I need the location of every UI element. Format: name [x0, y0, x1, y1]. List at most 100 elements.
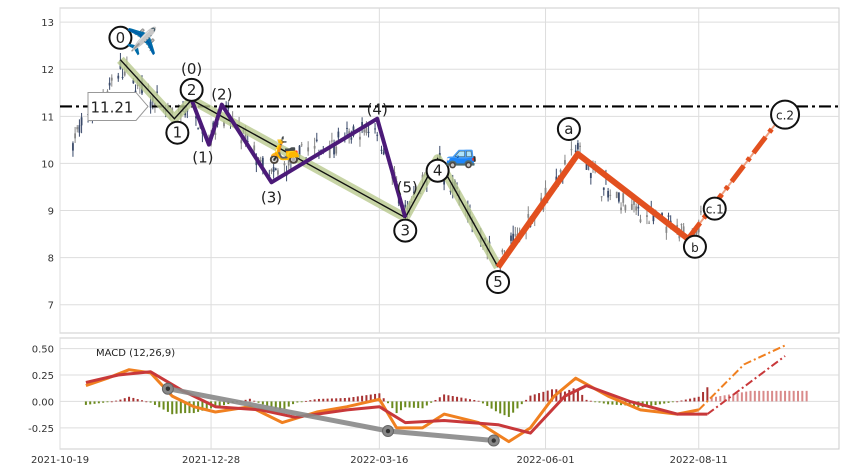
macd-hist-bar: [153, 401, 156, 405]
macd-hist-bar: [326, 398, 329, 402]
candle-body: [540, 197, 543, 203]
macd-hist-bar: [317, 398, 320, 402]
candle-body: [240, 140, 243, 144]
macd-hist-bar: [494, 401, 497, 412]
macd-hist-bar: [313, 399, 316, 402]
macd-hist-bar: [538, 393, 541, 402]
macd-hist-bar: [136, 399, 139, 402]
macd-hist-bar: [417, 401, 420, 409]
candle-body: [300, 144, 303, 146]
macd-hist-bar: [771, 390, 774, 402]
macd-y-tick-label: -0.25: [28, 424, 54, 435]
macd-hist-bar: [106, 401, 109, 403]
wave-labels: 0 1 2 3 4 5 a b c.1 c.2 (0) (1) (2) (3) (4) (5): [108, 25, 801, 295]
candle-body: [149, 101, 152, 108]
wave-label-circle: [393, 218, 418, 243]
macd-plot-frame: [59, 337, 840, 450]
macd-hist-bar: [119, 399, 122, 402]
candle-body: [298, 145, 301, 157]
macd-hist-bar: [602, 401, 605, 404]
macd-hist-bar: [620, 401, 623, 406]
wave-label-circle: [770, 99, 801, 130]
candle-body: [421, 174, 424, 179]
wave-label-text: 0: [116, 29, 126, 47]
candle-body: [615, 191, 618, 198]
candle-body: [110, 77, 113, 81]
level-flag: [87, 91, 149, 121]
macd-hist-bar: [464, 398, 467, 402]
macd-hist-bar: [257, 401, 260, 403]
candle-body: [648, 222, 651, 224]
candle-body: [359, 136, 361, 140]
x-tick-label: 2021-12-28: [182, 455, 240, 466]
macd-hist-bar: [546, 390, 549, 402]
macd-hist-bar: [581, 394, 584, 402]
macd-hist-bar: [412, 401, 415, 408]
candle-body: [72, 143, 74, 151]
macd-hist-bar: [184, 401, 187, 414]
wave-label-text: 5: [493, 273, 503, 291]
level-line-group: 11.21: [60, 91, 839, 121]
macd-hist-bar: [762, 390, 765, 402]
candle-body: [527, 214, 530, 218]
x-tick-label: 2022-08-11: [670, 455, 728, 466]
macd-hist-bar: [589, 400, 592, 402]
candle-body: [333, 145, 335, 155]
macd-hist-bar: [658, 401, 661, 405]
macd-hist-bar: [244, 399, 247, 402]
macd-hist-bar: [352, 397, 355, 402]
candle-body: [665, 226, 668, 233]
macd-hist-bar: [382, 398, 385, 402]
macd-hist-bar: [253, 400, 256, 402]
sub-wave-label-text: (3): [261, 188, 282, 206]
macd-hist-bar: [654, 401, 657, 406]
macd-hist-bar: [128, 396, 131, 402]
chart-icons: ✈️ 🛵 🚙: [126, 25, 478, 170]
macd-hist-bar: [305, 400, 307, 402]
macd-hist-bar: [162, 401, 165, 410]
macd-hist-bar: [110, 401, 113, 403]
macd-hist-bar: [451, 396, 454, 402]
candle-body: [367, 131, 370, 133]
sub-wave-line: [189, 99, 408, 219]
macd-hist-bar: [710, 397, 713, 402]
level-value-label: 11.21: [91, 98, 134, 116]
candle-body: [363, 129, 366, 133]
macd-hist-bar: [520, 401, 523, 405]
macd-hist-bar: [594, 401, 597, 403]
macd-hist-bar: [486, 401, 489, 407]
macd-lines: [85, 344, 786, 447]
candle-body: [637, 206, 640, 209]
macd-hist-bar: [797, 390, 799, 402]
macd-hist-bar: [758, 390, 761, 402]
macd-hist-bar: [745, 391, 748, 402]
macd-hist-bar: [188, 401, 191, 414]
macd-trend-point-center: [385, 428, 391, 434]
macd-hist-bar: [391, 401, 394, 409]
candle-body: [680, 224, 683, 226]
macd-hist-bar: [805, 390, 808, 402]
macd-hist-bar: [218, 401, 221, 407]
macd-hist-bar: [650, 401, 653, 406]
macd-hist-bar: [645, 401, 648, 407]
macd-hist-bar: [551, 389, 553, 402]
macd-trend-point-center: [491, 438, 496, 443]
candle-body: [289, 161, 292, 163]
macd-hist-bar: [292, 401, 295, 405]
macd-hist-bar: [779, 390, 782, 402]
candle-body: [646, 215, 648, 217]
macd-y-ticks: -0.25 0.00 0.25 0.50: [28, 345, 54, 435]
macd-hist-bar: [525, 399, 528, 402]
price-y-tick-label: 9: [48, 207, 54, 218]
candle-body: [80, 117, 83, 126]
macd-hist-bar: [473, 399, 476, 402]
candle-body: [156, 91, 159, 93]
candle-body: [682, 226, 685, 236]
macd-hist-bar: [330, 398, 333, 402]
macd-hist-bar: [684, 399, 687, 402]
candle-body: [274, 168, 277, 171]
price-y-tick-label: 12: [41, 65, 54, 76]
candle-body: [699, 211, 702, 213]
macd-hist-bar: [512, 401, 515, 413]
